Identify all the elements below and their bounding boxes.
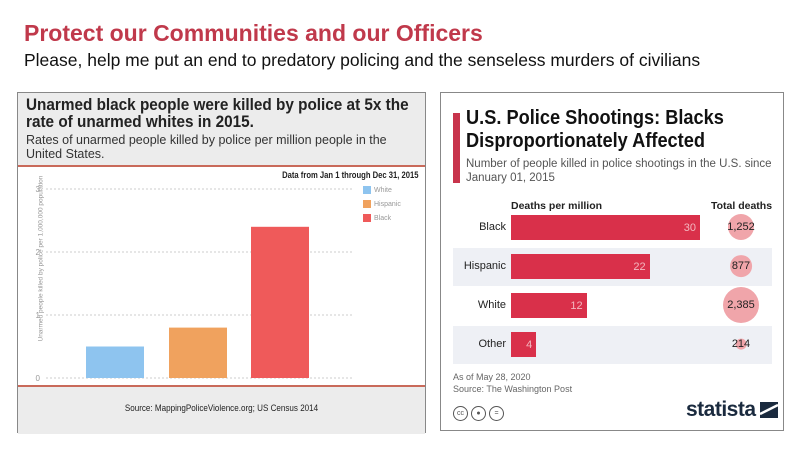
value-header: Deaths per million xyxy=(511,200,603,212)
legend-swatch xyxy=(363,214,371,222)
y-tick-label: 1 xyxy=(36,311,41,320)
row-hispanic: Hispanic 22 877 xyxy=(441,254,781,279)
legend-item: White xyxy=(363,186,401,194)
right-chart-heading-stack: U.S. Police Shootings: Blacks Disproport… xyxy=(466,107,780,185)
total-header: Total deaths xyxy=(711,200,773,212)
slide-title: Protect our Communities and our Officers xyxy=(24,20,483,46)
bar-hispanic xyxy=(169,327,227,378)
statista-wordmark: statista xyxy=(686,398,756,421)
bar: 12 xyxy=(511,293,587,318)
left-chart-panel: Unarmed black people were killed by poli… xyxy=(17,92,426,434)
bar: 30 xyxy=(511,215,700,240)
total-value: 877 xyxy=(731,260,751,272)
left-chart-heading-stack: Unarmed black people were killed by poli… xyxy=(26,96,422,161)
bar-white xyxy=(86,346,144,378)
row-other: Other 4 214 xyxy=(441,332,781,357)
row-black: Black 30 1,252 xyxy=(441,213,781,241)
left-chart-note: Data from Jan 1 through Dec 31, 2015 xyxy=(282,170,419,180)
legend-label: Black xyxy=(374,214,392,222)
right-chart-panel: U.S. Police Shootings: Blacks Disproport… xyxy=(440,92,784,431)
attribution-icon: ● xyxy=(471,406,486,421)
total-value: 2,385 xyxy=(727,299,755,311)
total-value: 1,252 xyxy=(727,221,755,233)
legend-item: Hispanic xyxy=(363,200,401,208)
legend-swatch xyxy=(363,200,371,208)
category-label: White xyxy=(477,299,506,311)
legend: White Hispanic Black xyxy=(363,186,401,228)
statista-logo: statista xyxy=(686,398,778,422)
bar-value: 22 xyxy=(633,260,646,273)
left-chart-header: Unarmed black people were killed by poli… xyxy=(18,93,425,167)
legend-label: White xyxy=(374,186,392,194)
row-white: White 12 2,385 xyxy=(441,287,781,323)
total-bubble xyxy=(727,213,755,241)
total-bubble xyxy=(730,255,752,277)
right-chart-title: U.S. Police Shootings: Blacks Disproport… xyxy=(466,107,724,152)
category-label: Other xyxy=(478,338,506,350)
category-label: Hispanic xyxy=(463,260,506,272)
title-accent-bar xyxy=(453,113,460,183)
no-derivatives-icon: = xyxy=(489,406,504,421)
row-band xyxy=(453,326,772,364)
left-chart-source: Source: MappingPoliceViolence.org; US Ce… xyxy=(124,403,319,414)
license-icons: cc ● = xyxy=(453,406,504,421)
right-chart-subtitle: Number of people killed in police shooti… xyxy=(466,158,772,184)
statista-mark-icon xyxy=(759,402,778,418)
right-chart-source: Source: The Washington Post xyxy=(453,384,573,394)
bar-value: 30 xyxy=(683,221,696,234)
left-chart-footer: Source: MappingPoliceViolence.org; US Ce… xyxy=(18,385,425,434)
legend-swatch xyxy=(363,186,371,194)
bar-value: 4 xyxy=(526,338,533,351)
total-bubble xyxy=(735,338,747,350)
legend-label: Hispanic xyxy=(374,200,401,208)
bar-value: 12 xyxy=(570,299,583,312)
legend-item: Black xyxy=(363,214,401,222)
total-value: 214 xyxy=(731,338,751,350)
total-bubble xyxy=(723,287,759,323)
left-bar-chart: 0 1 2 3 xyxy=(36,185,353,383)
y-tick-label: 3 xyxy=(36,185,41,194)
left-chart-subtitle: Rates of unarmed people killed by police… xyxy=(26,133,387,161)
slide-subtitle: Please, help me put an end to predatory … xyxy=(24,50,701,70)
y-tick-label: 2 xyxy=(36,248,41,257)
bar: 22 xyxy=(511,254,650,279)
category-label: Black xyxy=(479,221,506,233)
footnote: As of May 28, 2020 xyxy=(453,372,531,382)
left-chart-title: Unarmed black people were killed by poli… xyxy=(26,95,409,131)
bar-black xyxy=(251,226,309,378)
creative-commons-icon: cc xyxy=(453,406,468,421)
y-tick-label: 0 xyxy=(36,374,41,383)
bar: 4 xyxy=(511,332,537,357)
